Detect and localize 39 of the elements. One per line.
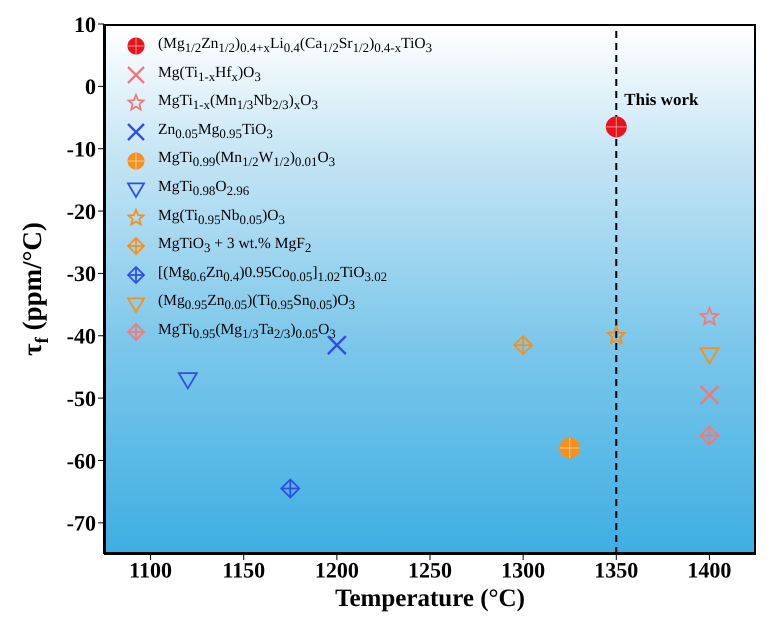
y-tick-label: -20 xyxy=(66,198,96,224)
y-tick-label: 0 xyxy=(85,74,96,100)
x-tick-label: 1100 xyxy=(129,558,172,583)
point xyxy=(178,372,198,390)
x-tick-label: 1150 xyxy=(222,558,266,583)
point xyxy=(700,426,720,446)
y-tick-label: -50 xyxy=(66,386,96,411)
point xyxy=(606,116,627,138)
x-tick-label: 1200 xyxy=(314,558,359,583)
y-tick-label: -40 xyxy=(66,324,96,349)
y-tick-label: -60 xyxy=(66,448,96,474)
y-tick-label: -10 xyxy=(66,136,96,162)
y-tick-label: -70 xyxy=(66,510,96,536)
point xyxy=(559,438,580,458)
point xyxy=(606,326,626,344)
legend-label: Mg(Ti$_{1-x}$Hf$_{x}$)O$_{3}$ xyxy=(158,62,261,86)
x-tick-label: 1250 xyxy=(408,558,452,583)
text: MgTi$_{0.99}$(Mn$_{1/2}$W$_{1/2}$)$_{0.01}$O$_{3}$ xyxy=(158,149,336,170)
annotation: This work xyxy=(624,90,699,109)
x-tick-label: 1300 xyxy=(501,558,546,583)
point xyxy=(700,307,719,326)
legend-label: MgTi$_{0.98}$O$_{2.96}$ xyxy=(158,176,250,200)
x-tick-label: 1400 xyxy=(687,558,732,583)
y-tick-label: 10 xyxy=(74,12,96,37)
text: (Mg$_{1/2}$Zn$_{1/2}$)$_{0.4+x}$Li$_{0.4}$(Ca$_{1/2}$Sr$_{1/2}$)$_{0.4-x}$TiO$_{3}$ xyxy=(158,35,432,56)
legend-label: Zn$_{0.05}$Mg$_{0.95}$TiO$_{3}$ xyxy=(158,120,273,143)
x-axis-title: Temperature (°C) xyxy=(335,585,525,612)
legend-label: Mg(Ti$_{0.95}$Nb$_{0.05}$)O$_{3}$ xyxy=(158,206,285,229)
text: MgTi$_{0.95}$(Mg$_{1/3}$Ta$_{2/3}$)$_{0.05}$O$_{3}$ xyxy=(158,320,336,342)
point xyxy=(280,478,300,498)
text: [(Mg$_{0.6}$Zn$_{0.4}$)0.95Co$_{0.05}$]$_{1.02}$TiO$_{3.02}$ xyxy=(158,264,388,284)
text: MgTi$_{1-x}$(Mn$_{1/3}$Nb$_{2/3}$)$_{x}$O$_{3}$ xyxy=(158,92,318,112)
point xyxy=(699,384,720,406)
x-tick-label: 1350 xyxy=(594,558,638,583)
point xyxy=(700,347,720,364)
text: (Mg$_{0.95}$Zn$_{0.05}$)(Ti$_{0.95}$Sn$_{0.05}$)O$_{3}$ xyxy=(158,292,356,312)
legend-label: MgTiO$_{3}$ + 3 wt.% MgF$_{2}$ xyxy=(158,234,312,258)
y-tick-label: -30 xyxy=(66,261,96,286)
point xyxy=(513,335,534,356)
